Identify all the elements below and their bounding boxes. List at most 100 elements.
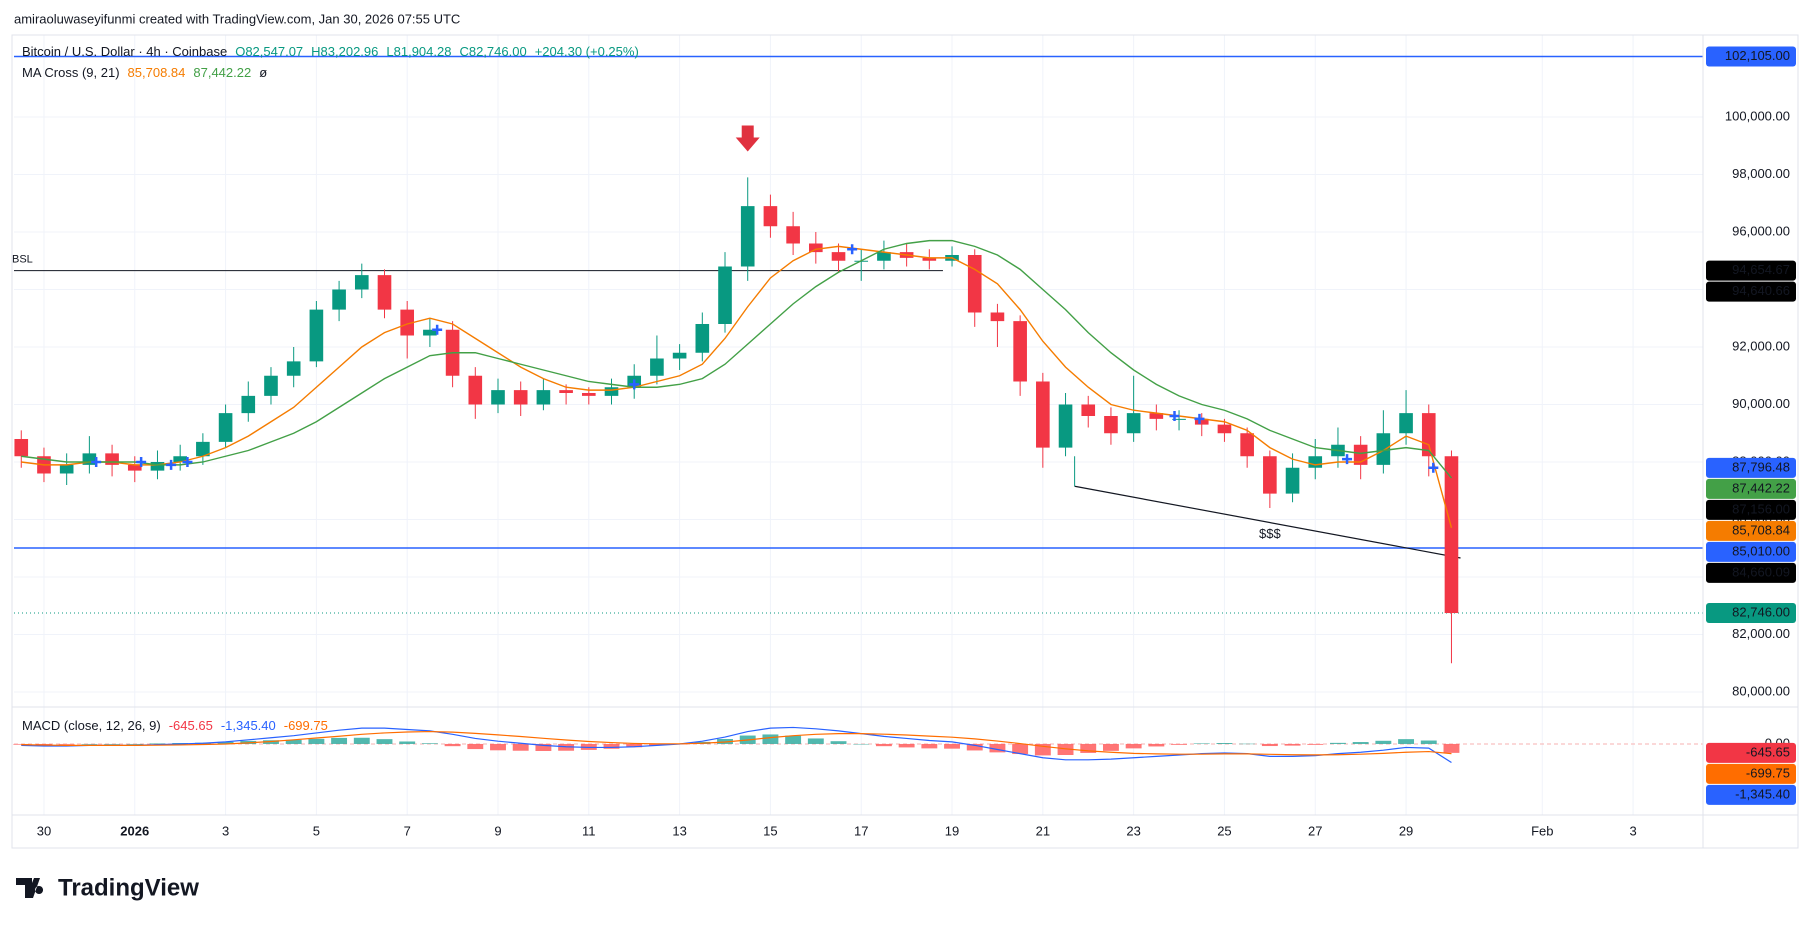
macd-histogram-bar bbox=[331, 737, 348, 744]
macd-histogram-bar bbox=[1330, 742, 1346, 744]
candle-body bbox=[672, 352, 687, 359]
price-badge bbox=[1706, 457, 1796, 478]
candle-body bbox=[150, 461, 165, 471]
macd-histogram-bar bbox=[421, 743, 438, 744]
candle-body bbox=[967, 254, 982, 313]
candle-body bbox=[1421, 413, 1436, 457]
macd-histogram-bar bbox=[966, 743, 983, 751]
ma-cross bbox=[182, 456, 193, 467]
macd-histogram-bar bbox=[104, 743, 121, 745]
macd-histogram-bar bbox=[149, 743, 166, 744]
macd-histogram-bar bbox=[762, 734, 779, 744]
indicator-suffix: ø bbox=[259, 65, 267, 80]
macd-histogram-bar bbox=[285, 739, 302, 744]
price-badge-label: -645.65 bbox=[1746, 744, 1790, 759]
x-tick-label: 17 bbox=[854, 823, 868, 838]
macd-histogram-bar bbox=[467, 743, 484, 750]
candle-body bbox=[14, 438, 29, 457]
x-tick-label: 13 bbox=[672, 823, 686, 838]
macd-histogram-bar bbox=[830, 741, 847, 744]
macd-histogram-bar bbox=[1171, 743, 1187, 745]
ma-cross bbox=[432, 324, 443, 335]
x-tick-label: 30 bbox=[37, 823, 51, 838]
macd-histogram-bar bbox=[1443, 743, 1460, 753]
price-badge bbox=[1706, 784, 1796, 805]
y-tick-label: 92,000.00 bbox=[1732, 338, 1790, 353]
candle-body bbox=[740, 206, 755, 267]
candle-body bbox=[1104, 415, 1118, 434]
ma-cross bbox=[847, 244, 858, 255]
candle-body bbox=[1126, 413, 1141, 434]
macd-histogram-bar bbox=[1420, 740, 1437, 744]
price-badge-label: 85,708.84 bbox=[1732, 522, 1790, 537]
indicator-value: 87,442.22 bbox=[193, 65, 251, 80]
candle-body bbox=[604, 387, 619, 396]
macd-histogram-bar bbox=[1284, 743, 1301, 746]
ohlc-value: O82,547.07 bbox=[235, 44, 303, 59]
price-badge bbox=[1706, 742, 1796, 763]
macd-histogram-bar bbox=[36, 743, 52, 745]
candle-body bbox=[491, 390, 505, 405]
candle-body bbox=[763, 206, 778, 227]
candle-body bbox=[1172, 418, 1186, 420]
x-tick-label: 3 bbox=[1629, 823, 1636, 838]
candle-body bbox=[332, 289, 346, 310]
macd-histogram-bar bbox=[376, 739, 393, 744]
candle-body bbox=[786, 226, 800, 244]
logo-icon bbox=[16, 878, 44, 898]
trendline bbox=[1074, 485, 1461, 559]
ma-line bbox=[21, 245, 1453, 529]
candle-body bbox=[354, 275, 369, 290]
x-tick-label: 23 bbox=[1126, 823, 1140, 838]
x-tick-label: 29 bbox=[1399, 823, 1413, 838]
macd-histogram-bar bbox=[444, 743, 461, 747]
price-badge-label: 87,796.48 bbox=[1732, 459, 1790, 474]
candle-body bbox=[1376, 433, 1391, 465]
logo-text: TradingView bbox=[58, 874, 199, 901]
candle-body bbox=[536, 390, 551, 405]
macd-histogram-bar bbox=[1057, 743, 1074, 755]
candle-body bbox=[59, 464, 74, 474]
ohlc-value: C82,746.00 bbox=[459, 44, 526, 59]
candle-body bbox=[264, 375, 278, 396]
price-badge bbox=[1706, 603, 1796, 624]
macd-histogram-bar bbox=[512, 743, 529, 751]
price-badge bbox=[1706, 260, 1796, 281]
y-tick-label: 100,000.00 bbox=[1725, 108, 1790, 123]
macd-histogram-bar bbox=[989, 743, 1006, 753]
candle-body bbox=[695, 323, 710, 353]
macd-histogram-bar bbox=[1102, 743, 1119, 751]
x-tick-label: 27 bbox=[1308, 823, 1322, 838]
ma-cross bbox=[1428, 462, 1439, 473]
ohlc-value: H83,202.96 bbox=[311, 44, 378, 59]
macd-histogram-bar bbox=[558, 743, 575, 751]
candle-body bbox=[1399, 413, 1413, 434]
attribution: amiraoluwaseyifunmi created with Trading… bbox=[14, 11, 460, 26]
candle-body bbox=[105, 453, 119, 465]
ma-cross bbox=[1169, 410, 1180, 421]
macd-histogram-bar bbox=[785, 735, 802, 744]
candle-body bbox=[1149, 413, 1164, 419]
price-badge bbox=[1706, 763, 1796, 784]
price-badge bbox=[1706, 562, 1796, 583]
candle-body bbox=[1194, 418, 1209, 425]
macd-histogram-bar bbox=[126, 743, 143, 745]
macd-histogram-bar bbox=[1307, 743, 1324, 745]
bsl-label: BSL bbox=[12, 254, 33, 266]
y-tick-label: 98,000.00 bbox=[1732, 166, 1790, 181]
candle-body bbox=[650, 358, 664, 376]
candle-body bbox=[309, 309, 324, 362]
macd-histogram-bar bbox=[1193, 743, 1210, 744]
macd-histogram-bar bbox=[353, 737, 370, 744]
macd-histogram-bar bbox=[490, 743, 506, 751]
candle-body bbox=[809, 243, 823, 253]
candle-body bbox=[1263, 456, 1277, 494]
candle-body bbox=[1081, 404, 1096, 416]
macd-histogram-bar bbox=[1352, 742, 1369, 744]
macd-histogram-bar bbox=[263, 740, 279, 744]
price-badge bbox=[1706, 541, 1796, 562]
price-badge-label: 87,442.22 bbox=[1732, 480, 1790, 495]
price-badge-label: 87,156.00 bbox=[1732, 501, 1790, 516]
candle-body bbox=[286, 361, 301, 376]
candle-body bbox=[196, 441, 210, 457]
